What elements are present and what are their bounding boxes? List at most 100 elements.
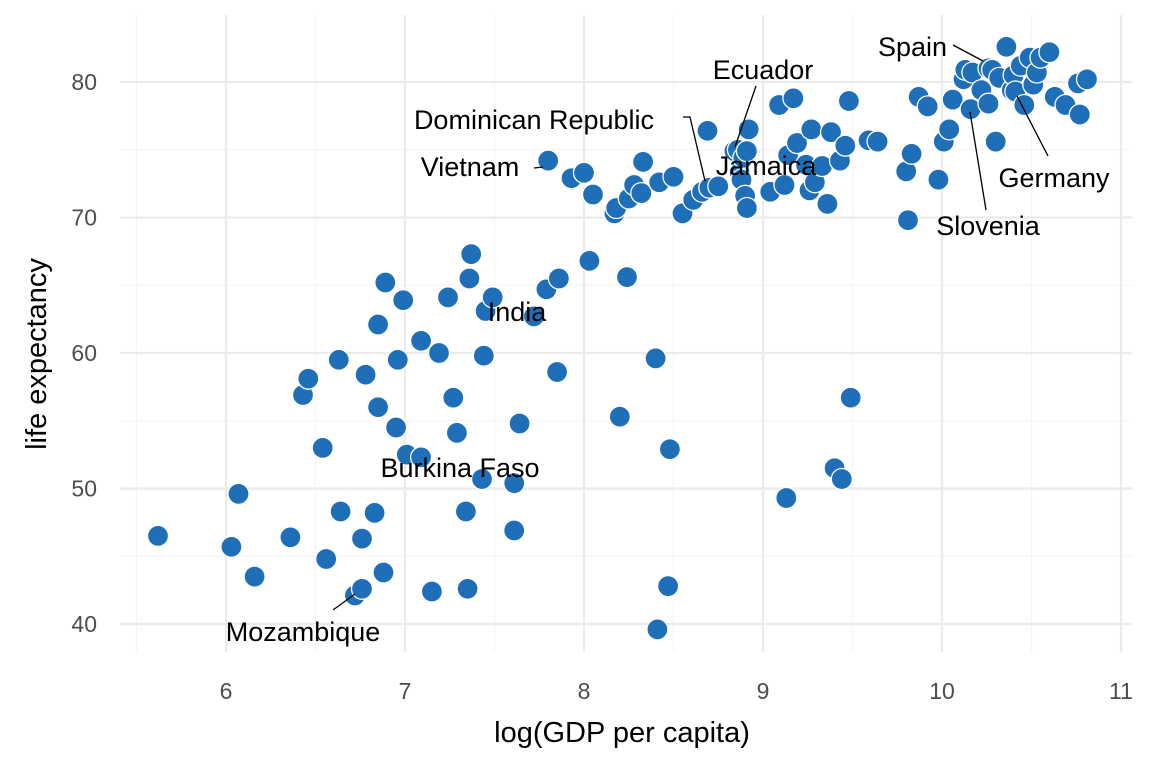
data-point bbox=[707, 175, 730, 198]
annotation-label: Dominican Republic bbox=[414, 105, 654, 135]
data-point bbox=[374, 271, 397, 294]
data-point bbox=[696, 119, 719, 142]
data-point bbox=[615, 265, 639, 289]
data-point bbox=[456, 577, 479, 600]
data-point bbox=[445, 421, 469, 445]
x-tick-label: 11 bbox=[1109, 678, 1133, 704]
data-point bbox=[392, 289, 415, 312]
data-point bbox=[442, 386, 465, 409]
data-point bbox=[658, 438, 682, 461]
data-point bbox=[454, 500, 478, 523]
data-point bbox=[470, 467, 494, 491]
data-point bbox=[363, 501, 386, 525]
data-point bbox=[941, 88, 964, 111]
y-tick-label: 60 bbox=[71, 340, 97, 366]
data-point bbox=[782, 87, 805, 110]
data-point bbox=[384, 416, 408, 439]
annotation-leader-line bbox=[952, 44, 984, 62]
data-point bbox=[481, 286, 504, 309]
data-point bbox=[977, 92, 1000, 115]
data-point bbox=[816, 192, 839, 216]
data-point bbox=[995, 35, 1018, 58]
data-point bbox=[537, 149, 560, 172]
data-point bbox=[220, 535, 243, 558]
data-point bbox=[578, 249, 601, 273]
data-point bbox=[1068, 103, 1091, 126]
data-point bbox=[900, 142, 923, 165]
data-point bbox=[1038, 41, 1061, 64]
data-point bbox=[656, 574, 680, 598]
annotation-label: Germany bbox=[998, 163, 1110, 193]
data-point bbox=[522, 305, 546, 328]
data-point bbox=[800, 118, 823, 141]
data-point bbox=[243, 565, 266, 588]
tick-labels: 6 7 8 9 10 11 40 50 60 70 80 bbox=[71, 69, 1133, 704]
annotations: Spain Ecuador Dominican Republic Jamaica Vie… bbox=[226, 32, 1110, 647]
data-point bbox=[896, 209, 920, 232]
data-point bbox=[350, 577, 374, 600]
data-point bbox=[409, 446, 433, 469]
data-point bbox=[866, 130, 889, 153]
x-axis-title: log(GDP per capita) bbox=[494, 717, 750, 749]
data-point bbox=[572, 161, 596, 184]
annotation-leader-line bbox=[969, 111, 987, 211]
data-point bbox=[329, 500, 352, 523]
y-tick-label: 50 bbox=[71, 476, 97, 502]
data-point bbox=[662, 165, 685, 188]
data-point bbox=[938, 118, 961, 141]
annotation-leader-line bbox=[734, 85, 757, 148]
data-point bbox=[608, 405, 631, 428]
data-point bbox=[547, 267, 571, 290]
y-tick-label: 80 bbox=[71, 69, 97, 95]
data-point bbox=[830, 467, 853, 491]
x-tick-label: 10 bbox=[929, 678, 955, 704]
data-point bbox=[315, 547, 338, 571]
data-point bbox=[227, 482, 250, 506]
data-point bbox=[327, 348, 350, 371]
data-point bbox=[631, 150, 655, 174]
data-points bbox=[146, 35, 1099, 641]
annotation-label: Spain bbox=[878, 32, 947, 62]
data-point bbox=[735, 139, 759, 163]
data-point bbox=[984, 130, 1007, 153]
annotation-label: Jamaica bbox=[716, 151, 818, 181]
annotation-label: Slovenia bbox=[936, 211, 1041, 241]
data-point bbox=[472, 344, 495, 367]
data-point bbox=[311, 436, 334, 460]
annotation-leader-line bbox=[1016, 95, 1049, 157]
x-tick-label: 7 bbox=[399, 678, 412, 704]
data-point bbox=[927, 168, 950, 191]
data-point bbox=[409, 329, 433, 352]
y-tick-label: 40 bbox=[71, 611, 97, 637]
data-point bbox=[386, 348, 409, 371]
x-tick-label: 6 bbox=[220, 678, 233, 704]
data-point bbox=[773, 173, 796, 197]
data-point bbox=[146, 524, 170, 548]
annotation-leader-line bbox=[332, 593, 356, 611]
annotation-label: Burkina Faso bbox=[380, 453, 539, 483]
annotation-label: Mozambique bbox=[226, 617, 381, 647]
x-tick-label: 8 bbox=[578, 678, 591, 704]
data-point bbox=[420, 580, 444, 603]
data-point bbox=[837, 89, 861, 113]
data-point bbox=[839, 386, 862, 409]
data-point bbox=[297, 367, 320, 390]
y-axis-title: life expectancy bbox=[21, 258, 53, 450]
data-point bbox=[646, 618, 669, 641]
data-point bbox=[366, 313, 390, 336]
annotation-label: India bbox=[488, 297, 548, 327]
data-point bbox=[630, 181, 653, 205]
data-point bbox=[644, 347, 667, 370]
data-point bbox=[735, 196, 759, 220]
annotation-label: Vietnam bbox=[421, 152, 520, 182]
data-point bbox=[1075, 68, 1099, 91]
annotation-leader-line bbox=[533, 166, 544, 169]
data-point bbox=[819, 120, 843, 144]
data-point bbox=[458, 267, 481, 290]
y-tick-label: 70 bbox=[71, 205, 97, 231]
data-point bbox=[775, 486, 798, 510]
data-point bbox=[372, 561, 395, 584]
data-point bbox=[427, 341, 451, 365]
data-point bbox=[350, 527, 374, 550]
